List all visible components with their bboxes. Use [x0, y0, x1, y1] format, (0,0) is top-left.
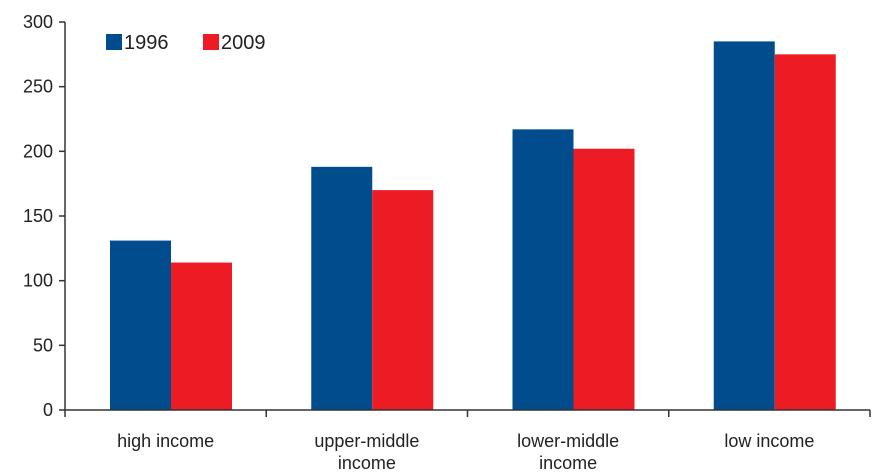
y-tick-label: 300	[23, 12, 53, 32]
y-tick-label: 0	[43, 400, 53, 420]
legend-swatch-2009	[203, 34, 219, 50]
bar-2009-1	[372, 190, 434, 410]
legend-label-1996: 1996	[124, 32, 169, 54]
x-category-label: lower-middle income	[517, 431, 619, 473]
x-category-label-line: income	[338, 453, 396, 473]
x-category-label: upper-middle income	[314, 431, 419, 473]
bar-2009-3	[774, 54, 836, 410]
legend-label-2009: 2009	[221, 32, 266, 54]
bar-2009-0	[171, 262, 232, 410]
axes	[59, 21, 871, 417]
x-category-label-line: upper-middle	[314, 431, 419, 451]
x-category-label: low income	[724, 431, 814, 451]
y-tick-label: 250	[23, 77, 53, 97]
y-tick-label: 100	[23, 271, 53, 291]
x-category-label: high income	[117, 431, 214, 451]
x-category-label-line: low income	[724, 431, 814, 451]
legend-swatch-1996	[106, 34, 122, 50]
x-category-label-line: lower-middle	[517, 431, 619, 451]
x-category-label-line: income	[539, 453, 597, 473]
y-tick-label: 50	[33, 335, 53, 355]
y-tick-label: 200	[23, 141, 53, 161]
bar-1996-1	[311, 166, 373, 410]
bar-1996-2	[512, 129, 574, 410]
bar-1996-0	[110, 240, 171, 410]
bars	[110, 41, 836, 411]
bar-2009-2	[573, 148, 635, 410]
legend: 1996 2009	[106, 32, 266, 54]
y-tick-label: 150	[23, 206, 53, 226]
labels: 0 50 100 150 200 250 300 high income upper-middl…	[23, 12, 814, 473]
x-category-label-line: high income	[117, 431, 214, 451]
bar-1996-3	[713, 41, 775, 411]
